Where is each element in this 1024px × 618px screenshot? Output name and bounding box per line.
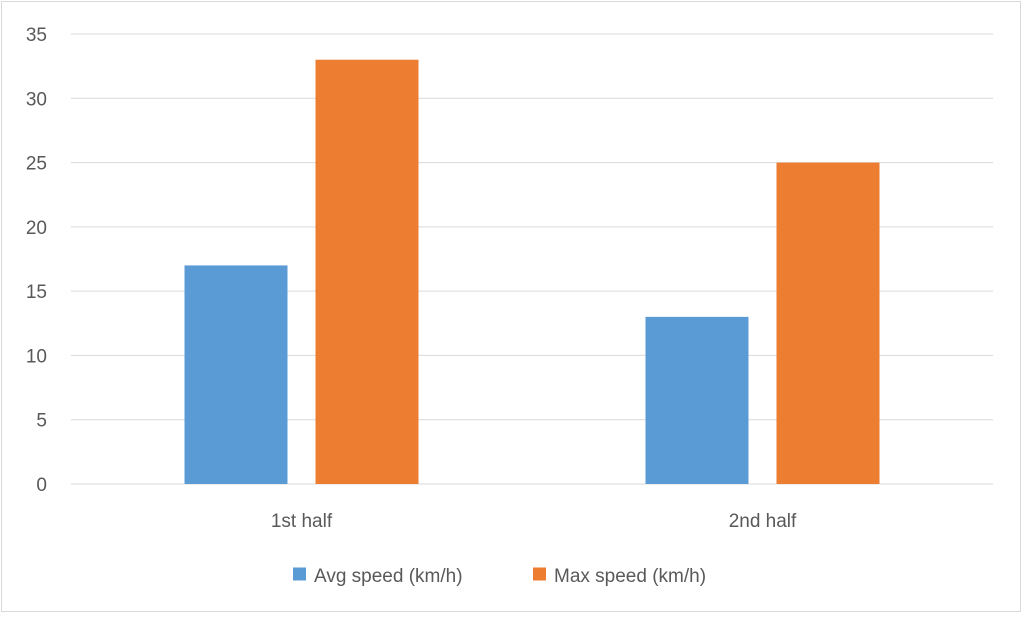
x-axis-tick-labels: 1st half 2nd half (271, 511, 797, 532)
legend-swatch (293, 567, 306, 581)
y-tick-label: 20 (26, 218, 47, 239)
bars (184, 59, 880, 485)
y-tick-label: 10 (26, 346, 47, 367)
bar-max-speed-1 (315, 59, 419, 484)
y-tick-label: 15 (26, 282, 47, 303)
y-tick-label: 35 (26, 25, 47, 46)
x-tick-label: 2nd half (729, 511, 797, 532)
y-tick-label: 0 (36, 475, 47, 496)
legend-label: Max speed (km/h) (554, 566, 706, 587)
bar-max-speed-2 (776, 162, 880, 485)
y-tick-label: 30 (26, 89, 47, 110)
y-tick-label: 25 (26, 154, 47, 175)
legend: Avg speed (km/h) Max speed (km/h) (293, 566, 706, 587)
y-axis-tick-labels: 0 5 10 15 20 25 30 35 (26, 25, 47, 496)
bar-avg-speed-1 (184, 265, 288, 484)
x-tick-label: 1st half (271, 511, 333, 532)
bar-avg-speed-2 (645, 316, 749, 484)
legend-swatch (533, 567, 546, 581)
legend-label: Avg speed (km/h) (314, 566, 463, 587)
y-tick-label: 5 (36, 411, 47, 432)
